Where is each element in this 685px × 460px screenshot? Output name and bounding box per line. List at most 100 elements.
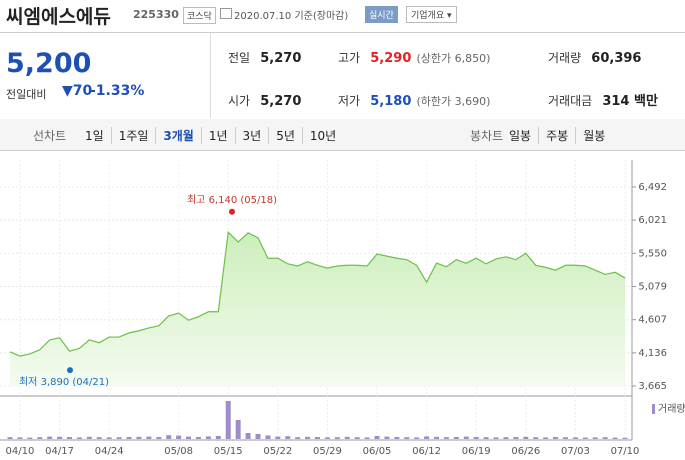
stat: 전일 5,270 [228,47,301,66]
volume-bar [37,437,43,439]
x-tick-label: 06/19 [462,446,491,457]
volume-bar [96,437,102,439]
change-value: 70 [72,83,93,99]
volume-bar [572,437,578,439]
x-tick-label: 07/03 [561,446,590,457]
volume-bar [453,437,459,439]
volume-bar [394,437,400,439]
volume-bar [146,436,152,439]
volume-bar [166,435,172,439]
volume-bar [176,435,182,439]
extreme-marker [67,367,73,374]
volume-bar [404,437,410,439]
area-fill [10,232,625,386]
volume-bar [562,437,568,439]
period-option[interactable]: 3년 [234,127,269,144]
y-tick-label: 4,607 [638,315,667,326]
volume-bar [434,436,440,439]
volume-bar [255,434,261,439]
volume-bar [245,433,251,439]
volume-bar [275,436,281,439]
stat-note: (상한가 6,850) [416,52,491,65]
stat-label: 저가 [338,94,361,108]
change-label: 전일대비 [6,88,47,101]
volume-bar [295,437,301,439]
y-tick-label: 5,550 [638,248,667,259]
period-option[interactable]: 5년 [268,127,302,144]
stat: 거래량 60,396 [548,47,641,66]
volume-bar [136,436,142,439]
volume-bar [156,437,162,439]
volume-bar [7,437,13,439]
x-tick-label: 07/10 [611,446,640,457]
volume-bar [57,436,63,439]
volume-bar [215,436,221,439]
volume-bar [67,437,73,439]
stock-name: 씨엠에스에듀 [6,6,111,28]
price-line [9,230,626,357]
period-option[interactable]: 주봉 [538,127,575,144]
stat-label: 거래대금 [548,94,593,108]
volume-bar [622,437,628,439]
volume-bar [424,436,430,439]
volume-bar [235,420,241,439]
volume-bar [27,437,33,439]
stat: 거래대금 314 백만 [548,90,658,109]
volume-bar [265,435,271,439]
volume-bar [602,437,608,439]
period-option[interactable]: 1일 [85,129,104,143]
stat: 고가 5,290 (상한가 6,850) [338,47,490,66]
candle-list: 일봉 주봉 월봉 [502,127,612,144]
volume-bar [344,436,350,439]
volume-bar [483,437,489,439]
date-note: 기준(장마감) [294,11,349,22]
x-tick-label: 06/26 [511,446,540,457]
legend-label: 거래량 [658,403,685,415]
volume-bar [225,401,231,439]
volume-bar [195,437,201,439]
volume-bar [592,437,598,439]
x-tick-label: 05/29 [313,446,342,457]
volume-bar [17,437,23,439]
period-label: 선차트 [33,129,67,143]
extreme-label: 최고 6,140 (05/18) [187,194,277,206]
volume-bar [86,436,92,439]
period-option[interactable]: 3개월 [155,127,200,144]
y-tick-label: 5,079 [638,281,667,292]
x-tick-label: 04/10 [6,446,35,457]
stat-value: 5,270 [260,51,302,66]
volume-bar [543,437,549,439]
volume-bar [374,436,380,439]
extreme-marker [229,208,235,215]
divider [210,33,211,118]
x-tick-label: 05/15 [214,446,243,457]
volume-bar [324,437,330,439]
stat-value: 60,396 [591,51,642,66]
candle-label: 봉차트 [470,129,504,143]
company-info-dropdown[interactable]: 기업개요 ▾ [406,6,457,23]
volume-bar [582,437,588,439]
y-tick-label: 6,021 [638,215,667,226]
volume-bar [612,437,618,439]
volume-bar [285,436,291,439]
volume-bar [305,436,311,439]
period-option[interactable]: 1주일 [110,127,156,144]
stat-value: 5,270 [260,94,302,109]
volume-bar [533,437,539,439]
realtime-badge[interactable]: 실시간 [365,6,398,23]
volume-bar [443,437,449,439]
stat-value: 5,290 [370,51,412,66]
volume-bar [116,437,122,439]
period-option[interactable]: 10년 [301,127,343,144]
extreme-label: 최저 3,890 (04/21) [19,376,109,388]
stat-label: 고가 [338,51,361,65]
period-option[interactable]: 일봉 [509,129,532,143]
period-option[interactable]: 월봉 [575,127,612,144]
volume-bar [76,437,82,439]
volume-bar [186,436,192,439]
volume-bar [463,436,469,439]
volume-bar [513,437,519,439]
period-option[interactable]: 1년 [200,127,235,144]
